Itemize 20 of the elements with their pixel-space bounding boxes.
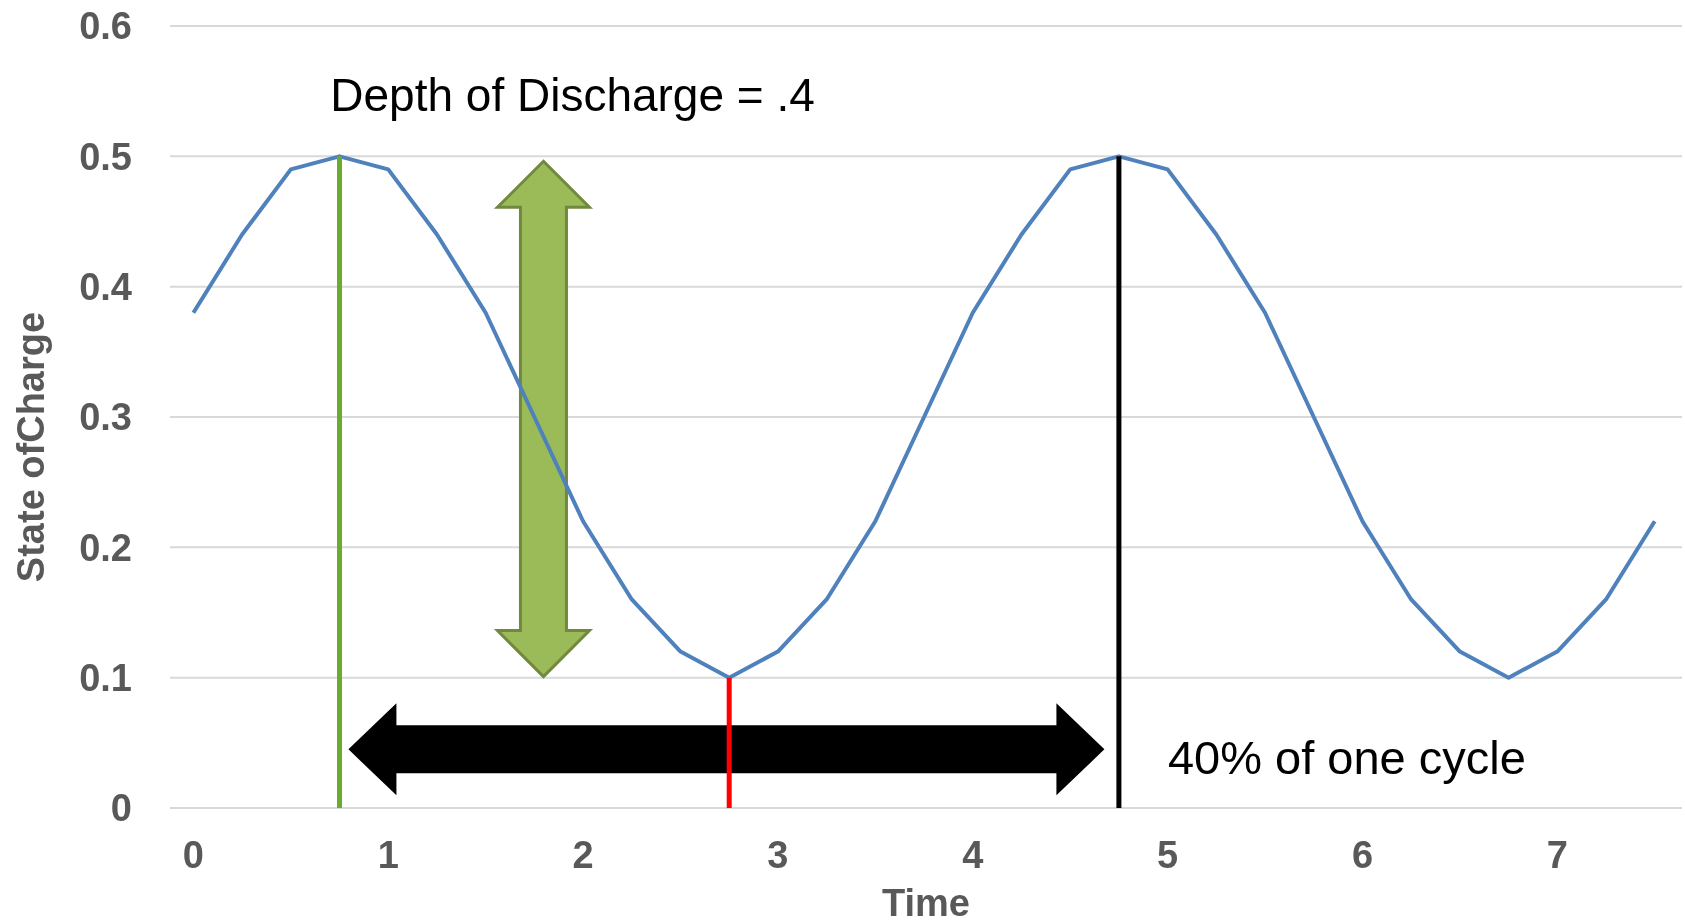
line-series: [191, 154, 1657, 680]
annotation: 40% of one cycle: [1167, 731, 1526, 785]
y-tick-label: 0.1: [79, 656, 132, 699]
x-axis-title: Time: [881, 882, 971, 922]
y-tick-label: 0.4: [79, 265, 132, 308]
x-tick-label: 1: [377, 834, 399, 876]
x-tick-label: 6: [1351, 834, 1374, 876]
x-tick-label: 7: [1546, 834, 1568, 876]
x-tick-label: 5: [1157, 834, 1179, 876]
annotation: Depth of Discharge = .4: [330, 69, 815, 122]
y-tick-label: 0.6: [79, 5, 132, 48]
x-tick-label: 4: [962, 834, 984, 876]
y-tick-label: 0.2: [79, 526, 132, 569]
y-axis-title: State ofCharge: [10, 311, 52, 583]
x-tick-label: 3: [767, 834, 789, 876]
y-tick-label: 0: [110, 787, 132, 830]
x-tick-label: 0: [182, 834, 204, 876]
x-tick-label: 2: [572, 834, 594, 876]
y-tick-label: 0.5: [79, 135, 132, 178]
y-tick-label: 0.3: [79, 396, 132, 439]
